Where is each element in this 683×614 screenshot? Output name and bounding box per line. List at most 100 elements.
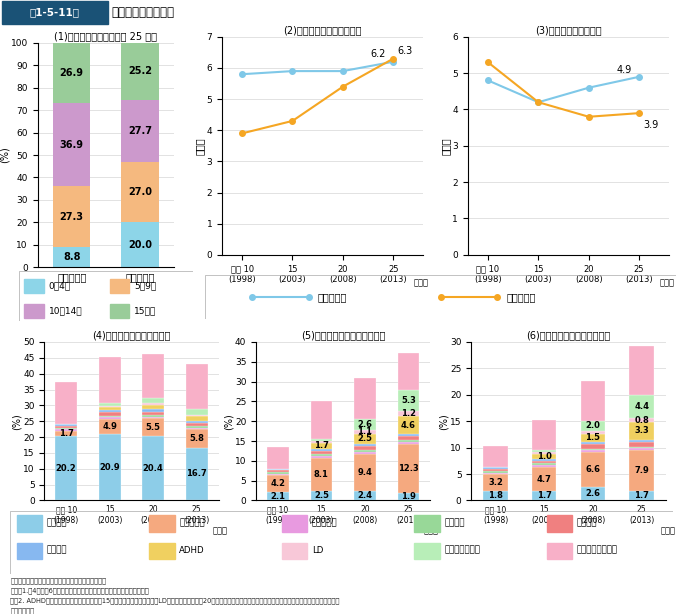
Text: 12.3: 12.3: [398, 464, 419, 473]
Bar: [398, 352, 419, 391]
Bar: [99, 417, 121, 419]
Text: 養護施設児: 養護施設児: [318, 292, 348, 302]
Bar: [55, 381, 77, 424]
Bar: [142, 412, 164, 415]
Bar: [267, 474, 289, 475]
Bar: [25, 304, 44, 317]
Bar: [354, 454, 376, 491]
Bar: [547, 515, 572, 532]
Bar: [532, 465, 557, 467]
Bar: [99, 357, 121, 403]
Bar: [354, 449, 376, 452]
Text: （年）: （年）: [424, 527, 439, 535]
Text: LD: LD: [311, 546, 323, 555]
Bar: [53, 186, 90, 247]
Text: 1.8: 1.8: [488, 491, 503, 500]
Text: 4.4: 4.4: [634, 402, 649, 411]
Bar: [311, 438, 333, 441]
Bar: [282, 543, 307, 559]
Text: 視聴覚障害: 視聴覚障害: [311, 518, 337, 527]
Bar: [186, 426, 208, 428]
Bar: [267, 472, 289, 474]
Bar: [142, 415, 164, 417]
Text: 3.9: 3.9: [643, 120, 658, 130]
Bar: [267, 469, 289, 470]
Bar: [398, 444, 419, 493]
Bar: [311, 443, 333, 449]
Bar: [55, 437, 77, 500]
Text: 4.9: 4.9: [102, 422, 117, 431]
Text: 4.2: 4.2: [270, 480, 285, 488]
Text: 15歳～: 15歳～: [134, 306, 156, 315]
Bar: [17, 515, 42, 532]
Bar: [354, 452, 376, 454]
Bar: [398, 493, 419, 500]
Text: （年）: （年）: [659, 279, 674, 287]
Y-axis label: （歳）: （歳）: [195, 137, 205, 155]
Bar: [484, 474, 507, 491]
Bar: [484, 446, 507, 467]
Bar: [122, 161, 158, 222]
Bar: [532, 453, 557, 454]
Bar: [122, 222, 158, 267]
Y-axis label: (%): (%): [438, 413, 449, 430]
Bar: [142, 354, 164, 398]
Text: 5.8: 5.8: [189, 434, 204, 443]
Text: 5.3: 5.3: [401, 396, 416, 405]
Bar: [398, 411, 419, 416]
Bar: [630, 395, 654, 418]
Bar: [142, 418, 164, 436]
Bar: [53, 104, 90, 186]
Bar: [398, 391, 419, 411]
Text: 身体虚弱: 身体虚弱: [46, 518, 67, 527]
Bar: [630, 446, 654, 448]
Title: (3)平均委託・入所期間: (3)平均委託・入所期間: [535, 25, 602, 34]
Text: 27.3: 27.3: [59, 212, 84, 222]
Bar: [186, 424, 208, 426]
Text: 5～9歳: 5～9歳: [134, 282, 156, 290]
Text: 20.4: 20.4: [143, 464, 164, 473]
Title: (5)心身の状況（養護施設児）: (5)心身の状況（養護施設児）: [301, 330, 385, 340]
Bar: [311, 401, 333, 438]
Text: 20.9: 20.9: [100, 463, 120, 472]
Bar: [25, 279, 44, 293]
Y-axis label: （年）: （年）: [441, 137, 451, 155]
Text: 20.0: 20.0: [128, 239, 152, 250]
Bar: [630, 491, 654, 500]
Text: （年）: （年）: [660, 527, 675, 535]
Bar: [415, 543, 440, 559]
Text: 知的障害: 知的障害: [576, 518, 597, 527]
Text: 2.6: 2.6: [357, 420, 372, 429]
Bar: [581, 381, 605, 421]
Text: 養護施設児等の状況: 養護施設児等の状況: [111, 6, 174, 19]
Bar: [55, 424, 77, 426]
Text: てんかん: てんかん: [46, 546, 67, 555]
Bar: [581, 450, 605, 452]
Bar: [581, 449, 605, 450]
Text: 27.0: 27.0: [128, 187, 152, 197]
Bar: [484, 468, 507, 472]
Text: 2.5: 2.5: [314, 491, 329, 500]
Text: 5.5: 5.5: [145, 422, 161, 432]
Text: 1.7: 1.7: [59, 429, 74, 438]
Bar: [122, 43, 158, 99]
Bar: [532, 467, 557, 491]
Text: 16.7: 16.7: [186, 470, 207, 478]
Bar: [484, 467, 507, 468]
Bar: [398, 437, 419, 440]
Y-axis label: (%): (%): [223, 413, 234, 430]
Bar: [186, 428, 208, 429]
Bar: [630, 418, 654, 422]
Bar: [354, 419, 376, 430]
Bar: [547, 543, 572, 559]
Text: 0.8: 0.8: [635, 416, 649, 425]
Bar: [532, 449, 557, 453]
Bar: [267, 470, 289, 472]
Text: 4.7: 4.7: [537, 475, 552, 483]
Bar: [311, 459, 333, 491]
Bar: [581, 421, 605, 431]
Bar: [354, 378, 376, 419]
Text: 7.9: 7.9: [635, 466, 649, 475]
Text: 2.6: 2.6: [585, 489, 600, 498]
Bar: [532, 454, 557, 459]
